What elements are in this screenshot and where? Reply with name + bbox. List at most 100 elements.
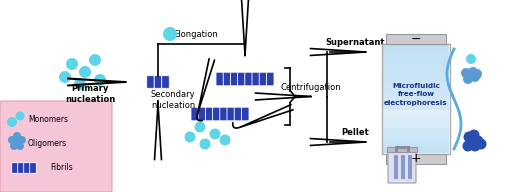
- Bar: [386, 34, 446, 44]
- Circle shape: [184, 132, 196, 142]
- Bar: [401, 155, 405, 179]
- Circle shape: [16, 142, 24, 150]
- Circle shape: [468, 67, 478, 77]
- FancyBboxPatch shape: [198, 107, 206, 121]
- Circle shape: [220, 135, 230, 146]
- FancyBboxPatch shape: [388, 151, 416, 183]
- Text: Microfluidic
free-flow
electrophoresis: Microfluidic free-flow electrophoresis: [384, 83, 448, 105]
- Circle shape: [13, 139, 21, 147]
- Bar: [383, 128, 449, 131]
- Circle shape: [13, 132, 21, 140]
- Text: Elongation: Elongation: [173, 30, 218, 39]
- FancyBboxPatch shape: [259, 72, 267, 86]
- Bar: [383, 85, 449, 88]
- Bar: [383, 110, 449, 113]
- Circle shape: [94, 74, 106, 86]
- Circle shape: [18, 136, 26, 144]
- Bar: [383, 113, 449, 117]
- Bar: [383, 106, 449, 110]
- Bar: [383, 56, 449, 59]
- Circle shape: [470, 141, 480, 151]
- Circle shape: [195, 122, 205, 132]
- Bar: [383, 74, 449, 77]
- Bar: [394, 155, 398, 179]
- Circle shape: [15, 112, 25, 121]
- FancyBboxPatch shape: [147, 76, 154, 88]
- FancyBboxPatch shape: [154, 76, 162, 88]
- Bar: [383, 92, 449, 95]
- FancyBboxPatch shape: [234, 107, 242, 121]
- FancyBboxPatch shape: [266, 72, 274, 86]
- Bar: [383, 63, 449, 67]
- Circle shape: [463, 74, 473, 84]
- FancyBboxPatch shape: [220, 107, 227, 121]
- Circle shape: [466, 54, 476, 64]
- Circle shape: [8, 136, 16, 144]
- Circle shape: [473, 136, 483, 146]
- Circle shape: [468, 129, 480, 141]
- Text: Monomers: Monomers: [28, 116, 68, 124]
- FancyBboxPatch shape: [12, 163, 18, 173]
- FancyBboxPatch shape: [241, 107, 249, 121]
- Circle shape: [461, 68, 471, 78]
- Circle shape: [476, 138, 486, 150]
- Circle shape: [66, 58, 78, 70]
- Bar: [383, 59, 449, 63]
- Text: Pellet: Pellet: [341, 128, 369, 137]
- Circle shape: [59, 71, 71, 83]
- Bar: [383, 45, 449, 49]
- Bar: [383, 149, 449, 153]
- Circle shape: [209, 128, 221, 140]
- FancyBboxPatch shape: [0, 101, 112, 192]
- Text: Fibrils: Fibrils: [50, 164, 73, 172]
- Bar: [387, 147, 417, 152]
- Bar: [383, 77, 449, 81]
- Text: Centrifugation: Centrifugation: [281, 83, 342, 92]
- Text: Oligomers: Oligomers: [28, 138, 67, 147]
- Bar: [383, 131, 449, 135]
- Bar: [383, 124, 449, 128]
- Bar: [382, 44, 450, 154]
- Bar: [408, 155, 412, 179]
- Circle shape: [462, 141, 474, 151]
- FancyBboxPatch shape: [252, 72, 260, 86]
- Bar: [383, 139, 449, 142]
- FancyBboxPatch shape: [30, 163, 36, 173]
- Circle shape: [79, 66, 91, 78]
- Text: −: −: [411, 32, 421, 46]
- Text: Primary
nucleation: Primary nucleation: [65, 84, 115, 104]
- Bar: [383, 95, 449, 99]
- FancyBboxPatch shape: [18, 163, 24, 173]
- Bar: [383, 49, 449, 52]
- Bar: [383, 103, 449, 106]
- FancyBboxPatch shape: [223, 72, 231, 86]
- Circle shape: [472, 69, 482, 79]
- Text: Secondary
nucleation: Secondary nucleation: [151, 90, 195, 110]
- FancyBboxPatch shape: [205, 107, 213, 121]
- Bar: [383, 117, 449, 121]
- Circle shape: [7, 117, 17, 127]
- FancyBboxPatch shape: [162, 76, 169, 88]
- Bar: [383, 121, 449, 124]
- Circle shape: [163, 27, 177, 41]
- FancyBboxPatch shape: [245, 72, 252, 86]
- Bar: [383, 142, 449, 146]
- Bar: [383, 81, 449, 85]
- FancyBboxPatch shape: [216, 72, 224, 86]
- Circle shape: [465, 135, 477, 146]
- Text: Supernatant: Supernatant: [325, 38, 385, 47]
- Circle shape: [89, 54, 101, 66]
- Circle shape: [470, 72, 480, 82]
- Bar: [383, 67, 449, 70]
- FancyBboxPatch shape: [212, 107, 220, 121]
- Bar: [386, 154, 446, 164]
- Circle shape: [10, 142, 18, 150]
- Bar: [383, 70, 449, 74]
- Bar: [383, 146, 449, 149]
- FancyBboxPatch shape: [191, 107, 199, 121]
- FancyBboxPatch shape: [24, 163, 30, 173]
- FancyBboxPatch shape: [230, 72, 238, 86]
- Bar: [383, 135, 449, 139]
- Bar: [383, 88, 449, 92]
- FancyBboxPatch shape: [238, 72, 245, 86]
